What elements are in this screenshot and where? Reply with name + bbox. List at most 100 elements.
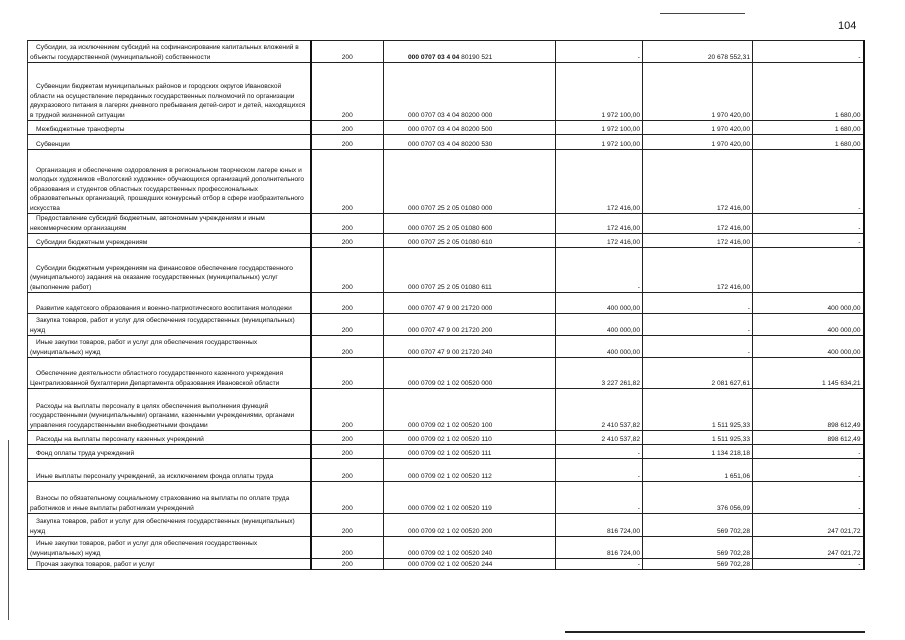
row-approved: 816 724,00 <box>555 513 643 537</box>
row-name-text: Субвенции бюджетам муниципальных районов… <box>30 83 306 119</box>
row-code: 200 <box>310 558 384 570</box>
row-executed: - <box>642 313 753 336</box>
row-classification-code: 000 0707 03 4 04 80200 000 <box>383 62 556 121</box>
table-row: Закупка товаров, работ и услуг для обесп… <box>27 513 865 537</box>
row-name-text: Расходы на выплаты персоналу казенных уч… <box>36 435 204 443</box>
row-name: Субсидии бюджетным учреждениям <box>27 233 312 248</box>
row-code: 200 <box>310 481 384 514</box>
row-classification-code: 000 0709 02 1 02 00520 111 <box>383 444 556 459</box>
row-name-text: Расходы на выплаты персоналу в целях обе… <box>30 402 295 429</box>
row-approved: 1 972 100,00 <box>555 62 643 121</box>
csr-rest-part: 000 0707 25 2 05 01080 611 <box>408 283 492 291</box>
row-name: Иные выплаты персоналу учреждений, за ис… <box>27 458 312 482</box>
row-executed: 1 134 218,18 <box>642 444 753 459</box>
row-unexecuted: - <box>752 444 865 459</box>
row-code: 200 <box>310 40 384 63</box>
row-name: Прочая закупка товаров, работ и услуг <box>27 558 312 570</box>
row-name: Субсидии бюджетным учреждениям на финанс… <box>27 247 312 293</box>
row-unexecuted: - <box>752 558 865 570</box>
row-approved: 2 410 537,82 <box>555 388 643 431</box>
row-name-text: Предоставление субсидий бюджетным, автон… <box>30 215 265 232</box>
row-name-text: Межбюджетные трансферты <box>36 125 125 133</box>
row-unexecuted: 1 145 634,21 <box>752 357 865 389</box>
row-approved: 172 416,00 <box>555 149 643 214</box>
table-row: Расходы на выплаты персоналу казенных уч… <box>27 430 865 445</box>
csr-rest-part: 000 0709 02 1 02 00520 110 <box>408 435 492 443</box>
row-executed: - <box>642 335 753 358</box>
row-name-text: Субсидии бюджетным учреждениям <box>36 238 148 246</box>
row-code: 200 <box>310 134 384 150</box>
row-approved: - <box>555 247 643 293</box>
row-classification-code: 000 0707 47 9 00 21720 200 <box>383 313 556 336</box>
table-row: Иные закупки товаров, работ и услуг для … <box>27 335 865 358</box>
row-code: 200 <box>310 292 384 314</box>
row-unexecuted <box>752 247 865 293</box>
table-row: Субсидии бюджетным учреждениям 200 000 070… <box>27 233 865 248</box>
row-name-text: Развитие кадетского образования и военно… <box>36 304 292 312</box>
csr-rest-part: 000 0709 02 1 02 00520 119 <box>408 504 492 512</box>
row-executed: 569 702,28 <box>642 513 753 537</box>
table-row: Субсидии, за исключением субсидий на соф… <box>27 40 865 63</box>
row-approved: - <box>555 40 643 63</box>
row-name: Субвенции <box>27 134 312 150</box>
row-unexecuted: - <box>752 481 865 514</box>
csr-rest-part: 000 0709 02 1 02 00520 111 <box>408 449 492 457</box>
csr-bold-part: 000 0707 03 4 04 <box>408 53 460 61</box>
row-code: 200 <box>310 62 384 121</box>
row-name: Закупка товаров, работ и услуг для обесп… <box>27 513 312 537</box>
row-approved: 1 972 100,00 <box>555 134 643 150</box>
row-name: Взносы по обязательному социальному стра… <box>27 481 312 514</box>
row-unexecuted: - <box>752 213 865 234</box>
csr-rest-part: 000 0709 02 1 02 00520 100 <box>408 421 493 429</box>
row-code: 200 <box>310 120 384 135</box>
row-classification-code: 000 0707 47 9 00 21720 000 <box>383 292 556 314</box>
csr-rest-part: 000 0709 02 1 02 00520 000 <box>408 379 493 387</box>
row-classification-code: 000 0707 47 9 00 21720 240 <box>383 335 556 358</box>
row-name-text: Прочая закупка товаров, работ и услуг <box>36 560 155 568</box>
row-classification-code: 000 0709 02 1 02 00520 200 <box>383 513 556 537</box>
row-classification-code: 000 0707 25 2 05 01080 000 <box>383 149 556 214</box>
row-name-text: Закупка товаров, работ и услуг для обесп… <box>30 518 295 535</box>
row-unexecuted: 247 021,72 <box>752 513 865 537</box>
row-name: Межбюджетные трансферты <box>27 120 312 135</box>
row-approved: 400 000,00 <box>555 313 643 336</box>
row-unexecuted: 898 612,49 <box>752 430 865 445</box>
row-name-text: Иные закупки товаров, работ и услуг для … <box>30 339 258 356</box>
table-row: Организация и обеспечение оздоровления в… <box>27 149 865 214</box>
table-row: Субвенции бюджетам муниципальных районов… <box>27 62 865 121</box>
row-approved: 816 724,00 <box>555 536 643 559</box>
footer-rule <box>565 631 865 633</box>
row-name-text: Субвенции <box>36 140 70 148</box>
row-name: Субвенции бюджетам муниципальных районов… <box>27 62 312 121</box>
row-name-text: Организация и обеспечение оздоровления в… <box>30 166 305 212</box>
row-code: 200 <box>310 444 384 459</box>
row-name: Расходы на выплаты персоналу казенных уч… <box>27 430 312 445</box>
row-name: Организация и обеспечение оздоровления в… <box>27 149 312 214</box>
row-name: Предоставление субсидий бюджетным, автон… <box>27 213 312 234</box>
row-unexecuted: 400 000,00 <box>752 313 865 336</box>
row-classification-code: 000 0707 25 2 05 01080 610 <box>383 233 556 248</box>
row-approved: 172 416,00 <box>555 233 643 248</box>
row-name-text: Иные выплаты персоналу учреждений, за ис… <box>36 472 274 480</box>
csr-rest-part: 000 0707 03 4 04 80200 500 <box>408 125 493 133</box>
margin-rule <box>8 440 9 620</box>
row-classification-code: 000 0709 02 1 02 00520 119 <box>383 481 556 514</box>
header-rule <box>660 13 745 14</box>
page-number: 104 <box>838 20 857 32</box>
row-name-text: Субсидии, за исключением субсидий на соф… <box>30 44 299 61</box>
row-unexecuted: 400 000,00 <box>752 292 865 314</box>
row-name-text: Взносы по обязательному социальному стра… <box>30 495 290 512</box>
row-executed: - <box>642 292 753 314</box>
row-executed: 1 970 420,00 <box>642 62 753 121</box>
table-row: Расходы на выплаты персоналу в целях обе… <box>27 388 865 431</box>
row-name-text: Фонд оплаты труда учреждений <box>36 449 135 457</box>
row-executed: 172 416,00 <box>642 247 753 293</box>
row-classification-code: 000 0709 02 1 02 00520 110 <box>383 430 556 445</box>
row-classification-code: 000 0709 02 1 02 00520 100 <box>383 388 556 431</box>
row-unexecuted: 400 000,00 <box>752 335 865 358</box>
row-code: 200 <box>310 247 384 293</box>
row-approved: 2 410 537,82 <box>555 430 643 445</box>
table-row: Иные закупки товаров, работ и услуг для … <box>27 536 865 559</box>
budget-execution-table: Субсидии, за исключением субсидий на соф… <box>27 40 865 570</box>
row-name: Закупка товаров, работ и услуг для обесп… <box>27 313 312 336</box>
